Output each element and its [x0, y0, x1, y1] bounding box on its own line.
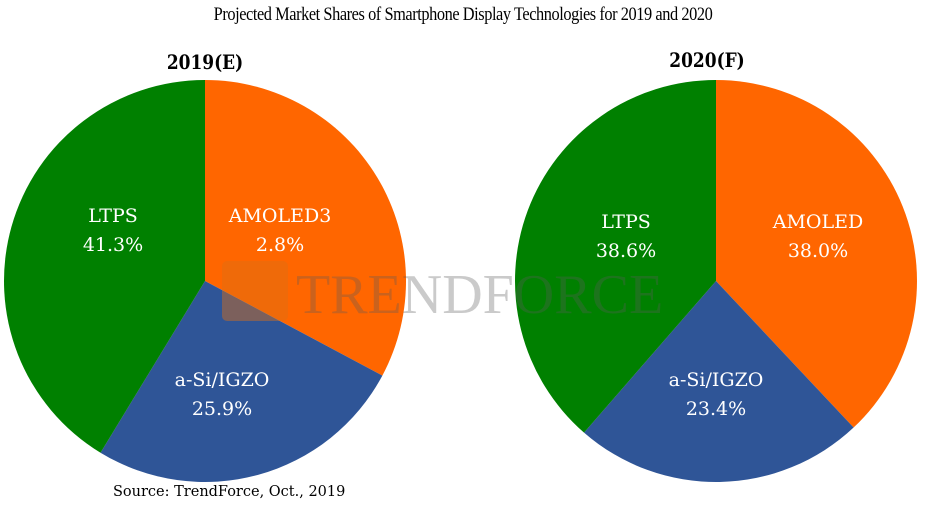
slice-label-value: 38.0%	[788, 240, 848, 262]
pie-2019	[4, 80, 406, 483]
pie-slice-ltps	[4, 80, 206, 453]
pie-title-2019: 2019(E)	[166, 50, 244, 74]
pie-slice-a-si-igzo	[584, 281, 854, 482]
source-note: Source: TrendForce, Oct., 2019	[113, 484, 346, 500]
trendforce-watermark: TRENDFORCE	[222, 261, 663, 326]
watermark-logo-icon	[222, 261, 288, 321]
slice-label-name: a-Si/IGZO	[175, 369, 270, 391]
slice-label-name: LTPS	[88, 205, 138, 227]
slice-label-value: 41.3%	[83, 234, 143, 256]
slice-label-name: AMOLED3	[228, 205, 332, 227]
slice-label-value: 2.8%	[256, 234, 304, 256]
pie-slice-a-si-igzo	[100, 281, 383, 483]
figure-title: Projected Market Shares of Smartphone Di…	[213, 4, 713, 25]
watermark-text: TRENDFORCE	[296, 264, 663, 326]
pie-2020	[515, 80, 917, 482]
slice-label-name: LTPS	[601, 211, 651, 233]
slice-label-value: 25.9%	[192, 398, 252, 420]
slice-label-value: 23.4%	[686, 398, 746, 420]
pie-slice-ltps	[515, 80, 716, 433]
slice-label-name: a-Si/IGZO	[669, 369, 764, 391]
pie-title-2020: 2020(F)	[669, 48, 745, 72]
slice-labels: AMOLED3 2.8% a-Si/IGZO 25.9% LTPS 41.3% AMOLED…	[83, 205, 863, 420]
pie-slice-amoled	[205, 80, 406, 376]
slice-label-value: 38.6%	[596, 240, 656, 262]
slice-label-name: AMOLED	[772, 211, 863, 233]
pie-slice-amoled	[716, 80, 917, 428]
